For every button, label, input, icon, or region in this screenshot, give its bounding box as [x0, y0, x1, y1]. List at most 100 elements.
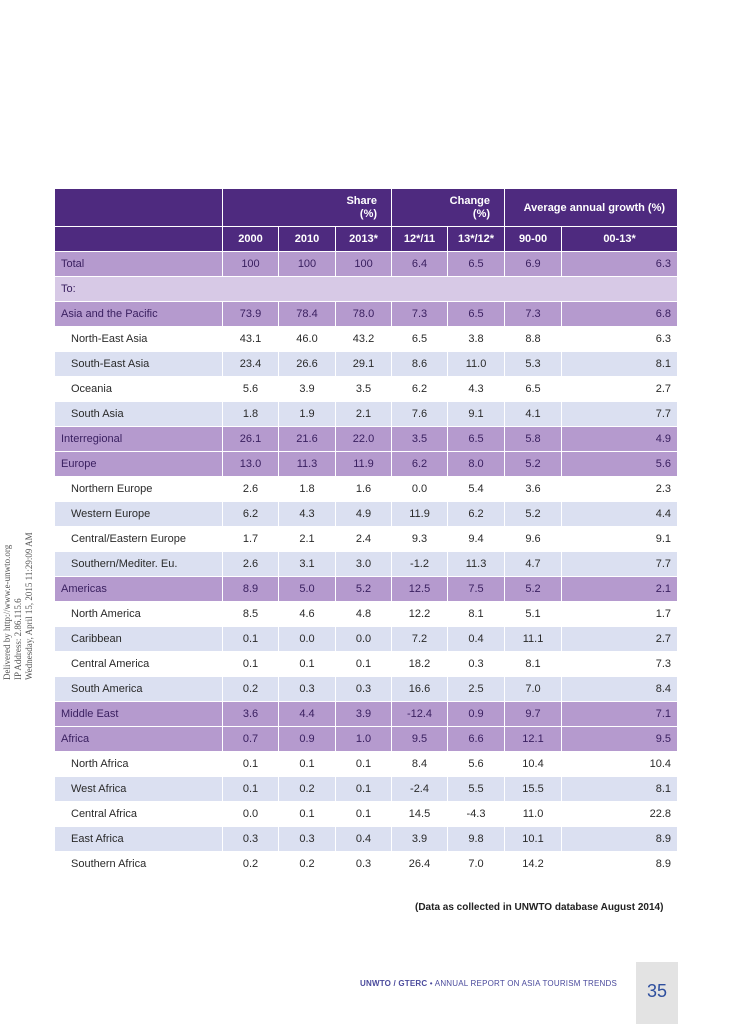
col-header: 90-00: [504, 226, 563, 252]
cell: 2.4: [334, 526, 393, 552]
cell: 2.6: [222, 551, 279, 577]
cell: 43.2: [334, 326, 393, 352]
cell: 6.2: [447, 501, 506, 527]
cell: 100: [278, 251, 336, 277]
cell: 12.5: [391, 576, 449, 602]
subregion-row: West Africa 0.1 0.2 0.1 -2.4 5.5 15.5 8.1: [54, 776, 679, 802]
cell: 0.9: [447, 701, 506, 727]
cell: 0.1: [334, 776, 393, 802]
cell: 3.8: [447, 326, 506, 352]
cell: 6.5: [447, 301, 506, 327]
cell: 8.4: [561, 676, 679, 702]
header-column-row: 2000 2010 2013* 12*/11 13*/12* 90-00 00-…: [54, 226, 679, 252]
cell: 5.6: [561, 451, 679, 477]
col-header: 13*/12*: [447, 226, 506, 252]
cell: 8.6: [391, 351, 449, 377]
cell: 0.3: [334, 851, 393, 877]
cell: 6.4: [391, 251, 449, 277]
cell: 11.3: [278, 451, 336, 477]
cell: 4.4: [278, 701, 336, 727]
col-header: 2013*: [334, 226, 393, 252]
cell: 6.9: [504, 251, 563, 277]
cell: 8.9: [561, 851, 679, 877]
cell: 3.5: [334, 376, 393, 402]
cell: 8.9: [222, 576, 279, 602]
cell: 4.8: [334, 601, 393, 627]
cell: 6.5: [391, 326, 449, 352]
cell: 9.5: [391, 726, 449, 752]
row-label: Oceania: [54, 376, 223, 402]
cell: -12.4: [391, 701, 449, 727]
subregion-row: Central America 0.1 0.1 0.1 18.2 0.3 8.1 7.3: [54, 651, 679, 677]
cell: 7.2: [391, 626, 449, 652]
cell: 7.3: [561, 651, 679, 677]
cell: 2.7: [561, 376, 679, 402]
cell: 5.0: [278, 576, 336, 602]
cell: 0.3: [278, 826, 336, 852]
region-row: Africa 0.7 0.9 1.0 9.5 6.6 12.1 9.5: [54, 726, 679, 752]
cell: 0.3: [222, 826, 279, 852]
cell: 9.6: [504, 526, 563, 552]
cell: 3.9: [334, 701, 393, 727]
cell: 4.6: [278, 601, 336, 627]
cell: 7.3: [504, 301, 563, 327]
row-label: Southern Africa: [54, 851, 223, 877]
cell: 8.4: [391, 751, 449, 777]
cell: -4.3: [447, 801, 506, 827]
cell: 78.4: [278, 301, 336, 327]
row-label: Central Africa: [54, 801, 223, 827]
cell: 11.9: [391, 501, 449, 527]
row-label: North America: [54, 601, 223, 627]
cell: 5.6: [222, 376, 279, 402]
header-blank: [54, 226, 223, 252]
cell: 9.1: [447, 401, 506, 427]
cell: 73.9: [222, 301, 279, 327]
cell: 9.1: [561, 526, 679, 552]
cell: 0.1: [222, 751, 279, 777]
subregion-row: North Africa 0.1 0.1 0.1 8.4 5.6 10.4 10.4: [54, 751, 679, 777]
cell: 0.4: [334, 826, 393, 852]
header-growth: Average annual growth (%): [504, 188, 679, 227]
cell: 14.5: [391, 801, 449, 827]
cell: 13.0: [222, 451, 279, 477]
cell: 0.2: [278, 776, 336, 802]
col-header: 12*/11: [391, 226, 449, 252]
cell: 16.6: [391, 676, 449, 702]
col-header: 2010: [278, 226, 336, 252]
cell: 2.6: [222, 476, 279, 502]
row-label: East Africa: [54, 826, 223, 852]
row-label: Asia and the Pacific: [54, 301, 223, 327]
cell: 0.2: [278, 851, 336, 877]
cell: 3.5: [391, 426, 449, 452]
subregion-row: Oceania 5.6 3.9 3.5 6.2 4.3 6.5 2.7: [54, 376, 679, 402]
cell: 43.1: [222, 326, 279, 352]
subregion-row: East Africa 0.3 0.3 0.4 3.9 9.8 10.1 8.9: [54, 826, 679, 852]
row-label: Southern/Mediter. Eu.: [54, 551, 223, 577]
cell: 7.0: [504, 676, 563, 702]
col-header: 00-13*: [561, 226, 679, 252]
cell: 100: [222, 251, 279, 277]
cell: 4.1: [504, 401, 563, 427]
cell: 5.1: [504, 601, 563, 627]
cell: 6.2: [222, 501, 279, 527]
cell: 3.1: [278, 551, 336, 577]
subregion-row: South Asia 1.8 1.9 2.1 7.6 9.1 4.1 7.7: [54, 401, 679, 427]
total-row: Total 100 100 100 6.4 6.5 6.9 6.3: [54, 251, 679, 277]
cell: 5.4: [447, 476, 506, 502]
cell: 14.2: [504, 851, 563, 877]
subregion-row: South America 0.2 0.3 0.3 16.6 2.5 7.0 8.4: [54, 676, 679, 702]
cell: 7.6: [391, 401, 449, 427]
cell: 6.5: [447, 426, 506, 452]
row-label: North Africa: [54, 751, 223, 777]
tourism-data-table: Share (%) Change (%) Average annual growth…: [53, 188, 679, 877]
cell: 8.1: [447, 601, 506, 627]
subregion-row: Southern/Mediter. Eu. 2.6 3.1 3.0 -1.2 11.3 4.…: [54, 551, 679, 577]
cell: 0.1: [222, 651, 279, 677]
row-label: Central/Eastern Europe: [54, 526, 223, 552]
row-label: West Africa: [54, 776, 223, 802]
subregion-row: Caribbean 0.1 0.0 0.0 7.2 0.4 11.1 2.7: [54, 626, 679, 652]
cell: 6.2: [391, 451, 449, 477]
row-label: Caribbean: [54, 626, 223, 652]
cell: 2.7: [561, 626, 679, 652]
cell: 18.2: [391, 651, 449, 677]
